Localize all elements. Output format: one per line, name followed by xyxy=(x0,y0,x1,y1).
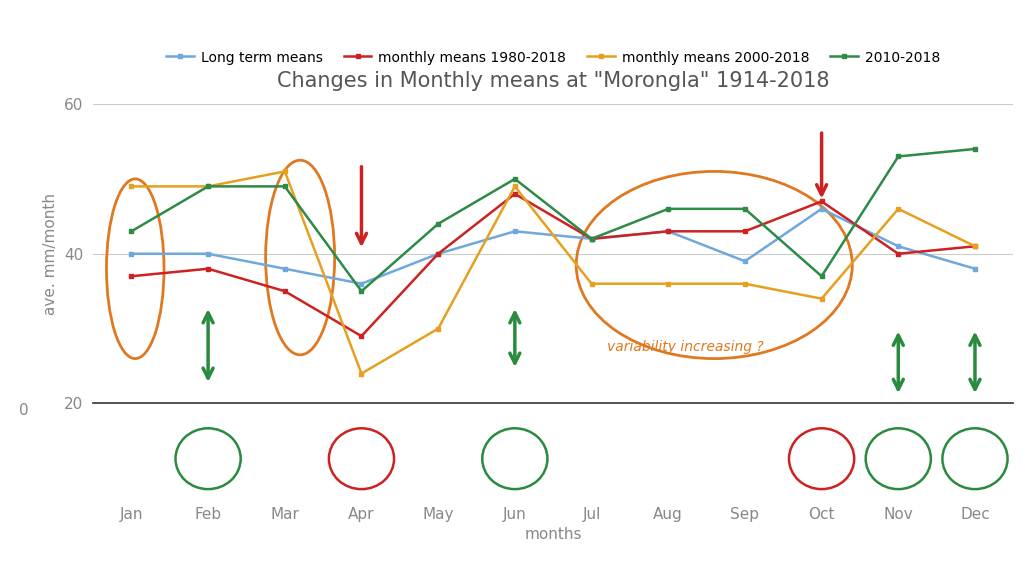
2010-2018 xyxy=(432,220,445,227)
Title: Changes in Monthly means at "Morongla" 1914-2018: Changes in Monthly means at "Morongla" 1… xyxy=(277,71,829,91)
Long term means xyxy=(432,250,445,257)
Y-axis label: ave. mm/month: ave. mm/month xyxy=(43,193,58,315)
2010-2018 xyxy=(892,153,905,160)
2010-2018 xyxy=(202,183,214,190)
monthly means 2000-2018 xyxy=(509,183,521,190)
2010-2018 xyxy=(738,205,751,212)
2010-2018 xyxy=(278,183,291,190)
Long term means xyxy=(662,228,674,235)
Line: 2010-2018: 2010-2018 xyxy=(129,147,977,294)
Long term means xyxy=(278,265,291,272)
2010-2018 xyxy=(969,146,981,153)
monthly means 1980-2018 xyxy=(585,235,598,242)
monthly means 1980-2018 xyxy=(356,333,368,340)
monthly means 2000-2018 xyxy=(202,183,214,190)
monthly means 1980-2018 xyxy=(892,250,905,257)
Long term means xyxy=(969,265,981,272)
monthly means 1980-2018 xyxy=(738,228,751,235)
Long term means xyxy=(202,250,214,257)
2010-2018 xyxy=(585,235,598,242)
monthly means 1980-2018 xyxy=(662,228,674,235)
2010-2018 xyxy=(509,176,521,183)
Text: variability increasing ?: variability increasing ? xyxy=(607,340,764,354)
monthly means 1980-2018 xyxy=(125,273,138,280)
2010-2018 xyxy=(356,288,368,295)
Long term means xyxy=(816,205,828,212)
Long term means xyxy=(356,280,368,287)
monthly means 1980-2018 xyxy=(202,265,214,272)
Line: monthly means 1980-2018: monthly means 1980-2018 xyxy=(129,191,977,339)
monthly means 2000-2018 xyxy=(356,370,368,377)
Text: 0: 0 xyxy=(19,403,29,418)
monthly means 2000-2018 xyxy=(969,243,981,250)
Long term means xyxy=(738,258,751,265)
2010-2018 xyxy=(662,205,674,212)
monthly means 2000-2018 xyxy=(278,168,291,175)
Long term means xyxy=(585,235,598,242)
monthly means 2000-2018 xyxy=(125,183,138,190)
Long term means xyxy=(125,250,138,257)
Line: Long term means: Long term means xyxy=(129,206,977,286)
Line: monthly means 2000-2018: monthly means 2000-2018 xyxy=(129,169,977,376)
X-axis label: months: months xyxy=(524,527,582,542)
monthly means 2000-2018 xyxy=(662,280,674,287)
2010-2018 xyxy=(816,273,828,280)
monthly means 1980-2018 xyxy=(509,190,521,197)
Long term means xyxy=(892,243,905,250)
monthly means 2000-2018 xyxy=(816,295,828,302)
2010-2018 xyxy=(125,228,138,235)
monthly means 1980-2018 xyxy=(816,198,828,205)
monthly means 2000-2018 xyxy=(738,280,751,287)
monthly means 2000-2018 xyxy=(432,325,445,332)
monthly means 2000-2018 xyxy=(892,205,905,212)
Legend: Long term means, monthly means 1980-2018, monthly means 2000-2018, 2010-2018: Long term means, monthly means 1980-2018… xyxy=(160,45,946,70)
monthly means 1980-2018 xyxy=(432,250,445,257)
monthly means 1980-2018 xyxy=(969,243,981,250)
monthly means 1980-2018 xyxy=(278,288,291,295)
Long term means xyxy=(509,228,521,235)
monthly means 2000-2018 xyxy=(585,280,598,287)
